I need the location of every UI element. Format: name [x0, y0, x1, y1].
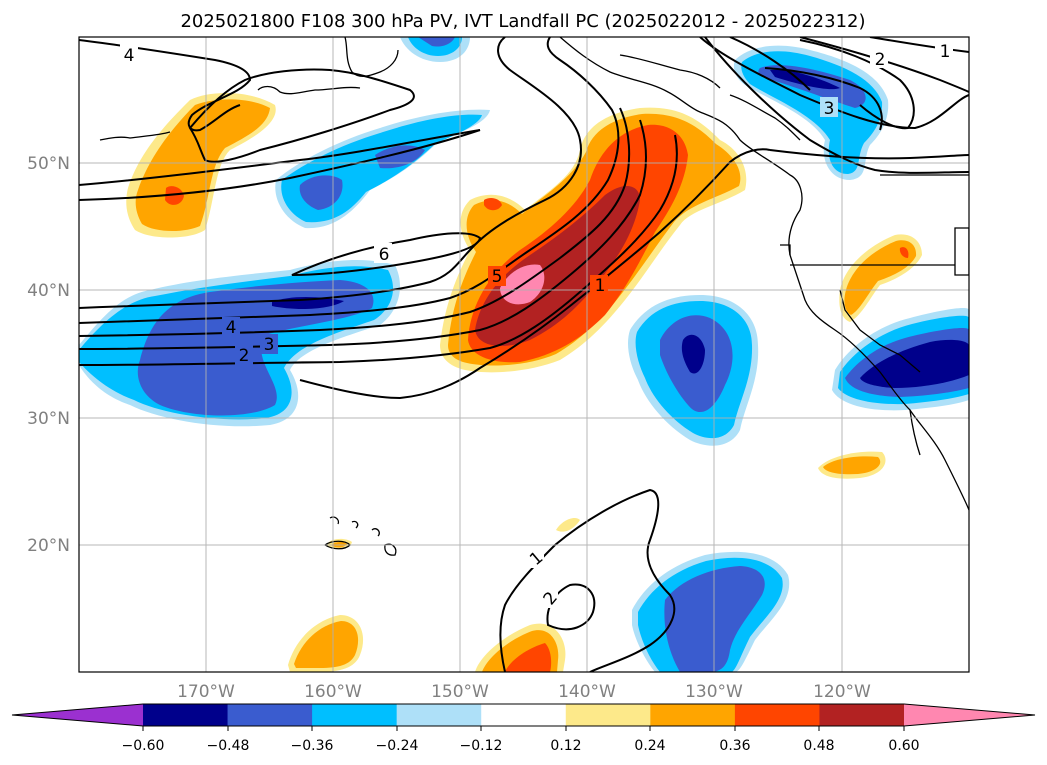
latitude-labels: 50°N 40°N 30°N 20°N	[27, 154, 70, 556]
colorbar-swatch	[734, 704, 820, 726]
lon-label-150w: 150°W	[431, 682, 489, 702]
colorbar-swatch	[396, 704, 482, 726]
colorbar-tick-label: 0.24	[634, 738, 665, 754]
colorbar-extend-high	[904, 704, 1035, 726]
colorbar-swatch	[227, 704, 313, 726]
colorbar-tick-label: −0.36	[291, 738, 334, 754]
colorbar-tick-label: −0.24	[376, 738, 419, 754]
contour-label: 2	[875, 50, 886, 70]
colorbar-tick-labels: −0.60 −0.48 −0.36 −0.24 −0.12 0.12 0.24 …	[122, 738, 920, 754]
colorbar-extend-low	[12, 704, 143, 726]
lon-label-160w: 160°W	[304, 682, 362, 702]
lon-label-170w: 170°W	[177, 682, 235, 702]
lat-label-40n: 40°N	[27, 281, 70, 301]
lon-label-120w: 120°W	[813, 682, 871, 702]
colorbar-fills	[12, 704, 1035, 726]
colorbar-swatch	[565, 704, 651, 726]
colorbar-tick-label: −0.12	[460, 738, 503, 754]
longitude-labels: 170°W 160°W 150°W 140°W 130°W 120°W	[177, 682, 871, 702]
colorbar: −0.60 −0.48 −0.36 −0.24 −0.12 0.12 0.24 …	[11, 703, 1036, 754]
contour-label: 6	[379, 245, 390, 265]
contour-label: 4	[226, 318, 237, 338]
colorbar-swatch	[819, 704, 905, 726]
colorbar-swatch	[143, 704, 229, 726]
colorbar-tick-label: 0.36	[719, 738, 750, 754]
colorbar-swatch	[650, 704, 736, 726]
contour-label: 2	[239, 346, 250, 366]
map-panel: 4 2 1 3 6 5 4 3 2 1 1 2	[79, 37, 969, 672]
colorbar-tick-label: −0.48	[207, 738, 250, 754]
lon-label-130w: 130°W	[685, 682, 743, 702]
contour-label: 5	[492, 267, 503, 287]
lat-label-50n: 50°N	[27, 154, 70, 174]
gridlines	[79, 37, 969, 672]
contour-label: 1	[940, 42, 951, 62]
colorbar-tick-label: 0.48	[803, 738, 834, 754]
contour-label: 4	[124, 46, 135, 66]
lat-label-20n: 20°N	[27, 536, 70, 556]
colorbar-swatch	[312, 704, 398, 726]
colorbar-swatch	[481, 704, 567, 726]
contour-label: 3	[264, 335, 275, 355]
colorbar-ticks	[142, 726, 905, 731]
coastlines	[99, 37, 969, 556]
lat-label-30n: 30°N	[27, 409, 70, 429]
lon-label-140w: 140°W	[558, 682, 616, 702]
colorbar-tick-label: −0.60	[122, 738, 165, 754]
figure-title: 2025021800 F108 300 hPa PV, IVT Landfall…	[180, 11, 865, 32]
colorbar-tick-label: 0.12	[550, 738, 581, 754]
contour-label: 1	[595, 276, 606, 296]
contour-labels: 4 2 1 3 6 5 4 3 2 1 1 2	[120, 40, 953, 609]
colorbar-tick-label: 0.60	[888, 738, 919, 754]
contour-label: 3	[824, 99, 835, 119]
map-frame	[78, 36, 970, 673]
